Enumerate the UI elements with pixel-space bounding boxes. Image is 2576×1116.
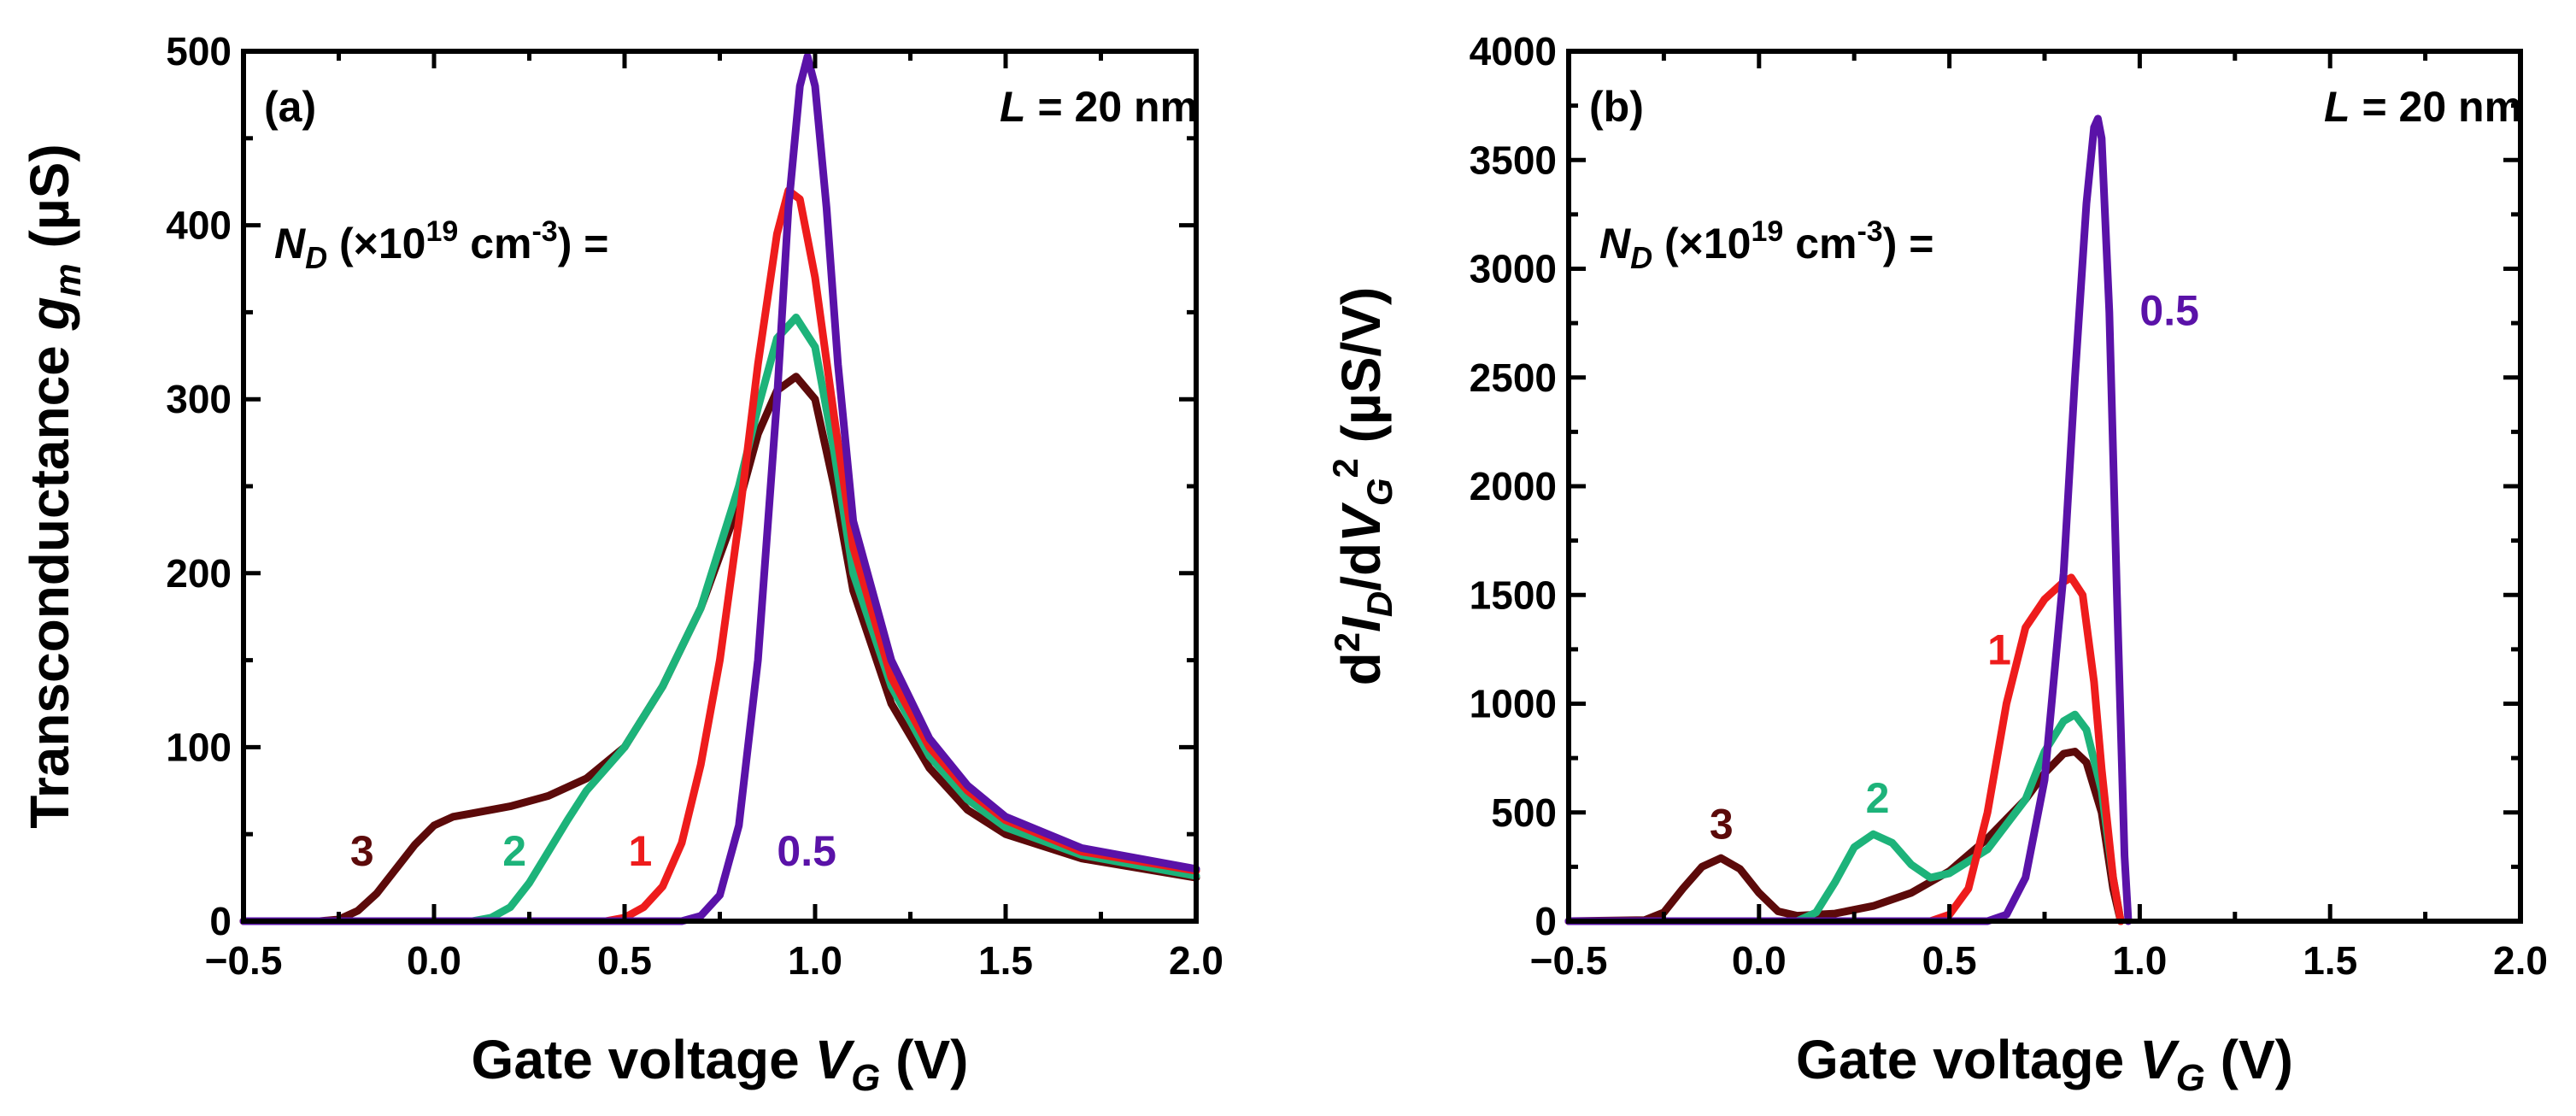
- curve-label-nd-0-5: 0.5: [777, 827, 836, 875]
- x-axis-title: Gate voltage VG (V): [1796, 1029, 2293, 1099]
- x-tick-label: 1.5: [978, 938, 1033, 983]
- x-tick-label: −0.5: [1530, 938, 1608, 983]
- y-tick-label: 0: [1534, 899, 1557, 943]
- x-axis-title: Gate voltage VG (V): [472, 1029, 969, 1099]
- y-tick-label: 500: [166, 29, 232, 73]
- x-tick-label: 1.0: [788, 938, 842, 983]
- y-tick-label: 3500: [1470, 138, 1557, 182]
- panel-label: (b): [1589, 83, 1644, 131]
- y-tick-label: 0: [209, 899, 232, 943]
- x-tick-label: 0.0: [1732, 938, 1787, 983]
- curve-label-nd-0-5: 0.5: [2139, 287, 2199, 335]
- curve-label-nd-2: 2: [1866, 774, 1890, 822]
- length-annotation: L = 20 nm: [1000, 83, 1198, 131]
- y-tick-label: 200: [166, 551, 232, 596]
- series-group: [1564, 115, 2133, 925]
- curve-label-nd-3: 3: [1710, 800, 1734, 848]
- curve-label-nd-3: 3: [350, 827, 374, 875]
- curve-label-nd-1: 1: [1987, 626, 2011, 674]
- panel-a: −0.5 0.0 0.5 1.0 1.5 2.0 0 100 200 300 400 500 Gate …: [19, 29, 1223, 1099]
- y-tick-label: 4000: [1470, 29, 1557, 73]
- x-tick-label: 0.5: [597, 938, 652, 983]
- series-line-nd-2: [239, 314, 1200, 925]
- x-tick-label: −0.5: [205, 938, 283, 983]
- y-axis-title: d2ID/dVG2 (µS/V): [1325, 287, 1399, 686]
- panel-b: −0.5 0.0 0.5 1.0 1.5 2.0 0 500 1000 1500 2000 2500 3…: [1325, 29, 2548, 1099]
- length-annotation: L = 20 nm: [2324, 83, 2522, 131]
- y-tick-label: 100: [166, 725, 232, 769]
- y-tick-label: 3000: [1470, 247, 1557, 291]
- y-tick-label: 2500: [1470, 355, 1557, 400]
- curve-label-nd-1: 1: [628, 827, 652, 875]
- series-line-nd-2: [1564, 710, 2125, 925]
- doping-annotation: ND (×1019 cm-3) =: [274, 215, 608, 275]
- series-line-nd-0-5: [239, 52, 1200, 925]
- x-tick-label: 1.0: [2112, 938, 2167, 983]
- y-tick-label: 1000: [1470, 682, 1557, 726]
- series-group: [239, 52, 1200, 925]
- y-tick-label: 400: [166, 203, 232, 248]
- series-line-nd-3: [1564, 748, 2125, 925]
- y-tick-label: 500: [1491, 790, 1557, 835]
- y-tick-label: 1500: [1470, 573, 1557, 617]
- x-tick-label: 2.0: [2493, 938, 2548, 983]
- x-tick-label: 2.0: [1169, 938, 1223, 983]
- x-tick-label: 0.0: [407, 938, 461, 983]
- y-tick-label: 2000: [1470, 464, 1557, 508]
- y-tick-label: 300: [166, 377, 232, 421]
- x-tick-label: 0.5: [1922, 938, 1977, 983]
- series-line-nd-1: [239, 186, 1200, 925]
- series-line-nd-1: [1564, 573, 2125, 925]
- y-axis-title: Transconductance gm (µS): [19, 144, 89, 828]
- series-line-nd-0-5: [1564, 115, 2133, 925]
- x-tick-label: 1.5: [2303, 938, 2357, 983]
- curve-label-nd-2: 2: [502, 827, 526, 875]
- plot-frame: [241, 49, 1199, 924]
- panel-label: (a): [264, 83, 316, 131]
- doping-annotation: ND (×1019 cm-3) =: [1599, 215, 1933, 275]
